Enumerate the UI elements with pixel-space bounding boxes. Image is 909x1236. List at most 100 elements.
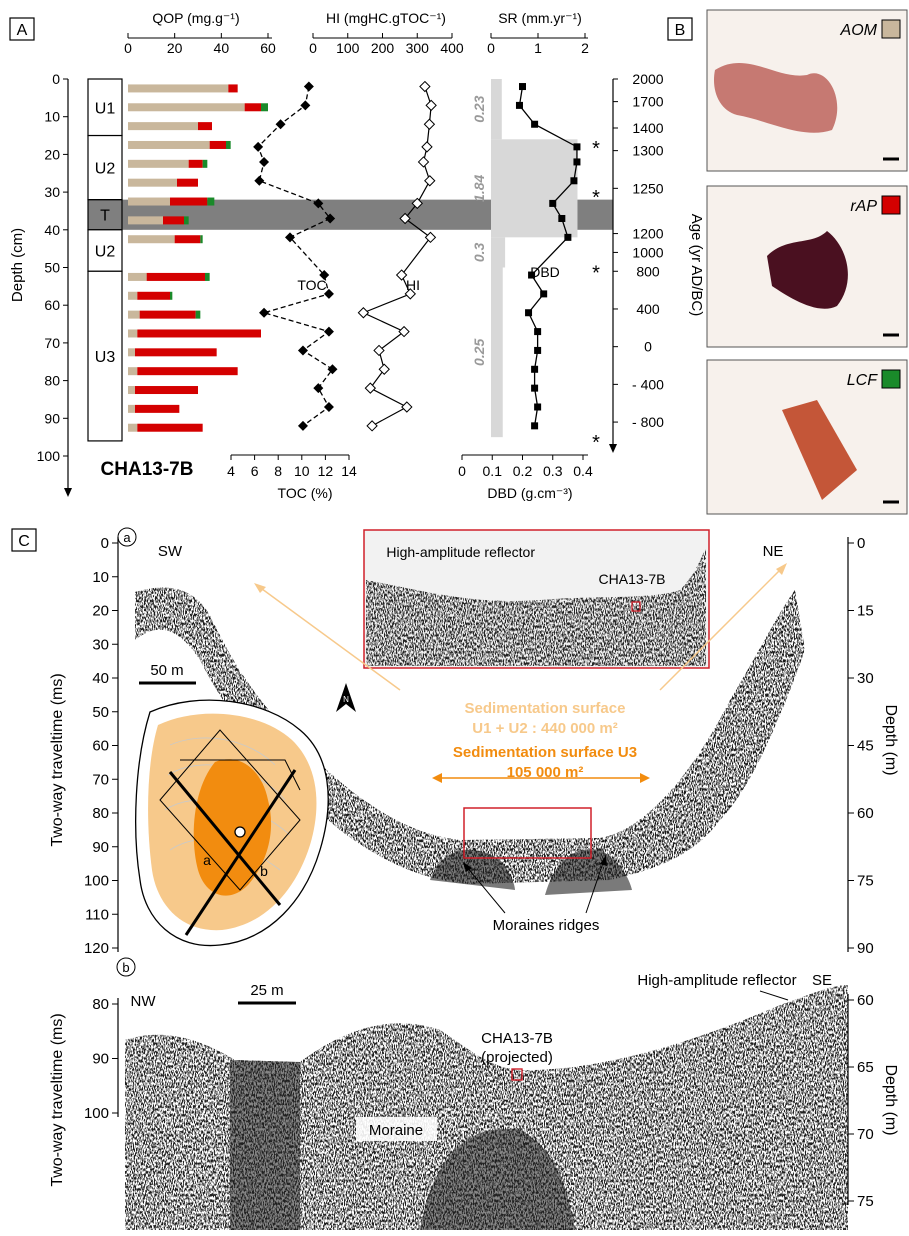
seismic-b-twt-axis: 80 90 100 [84, 996, 119, 1122]
seismic-b-twt-tick-label: 100 [84, 1105, 109, 1122]
panel-b-letter: B [675, 22, 686, 39]
dbd-tick-label: 0 [458, 463, 466, 479]
qop-axis-label: QOP (mg.g⁻¹) [152, 10, 239, 26]
dbd-point [531, 384, 539, 392]
toc-tick-label: 8 [274, 463, 282, 479]
seismic-profile-b: b 80 90 100 60 65 70 75 Two-way traveltime (m… [49, 957, 899, 1230]
qop-tick-label: 0 [124, 40, 132, 56]
hi-point [421, 141, 433, 153]
dbd-point [531, 365, 539, 373]
sr-value-label: 0.25 [471, 338, 487, 365]
seismic-b-core-marker [511, 1068, 523, 1081]
u3-surface-title: Sedimentation surface U3 [453, 744, 637, 761]
sr-value-label: 0.3 [471, 242, 487, 262]
qop-bar-rap [188, 159, 203, 168]
se-label: SE [812, 972, 832, 989]
photo-legend-swatch [881, 195, 901, 215]
age-axis: 2000 1700 1400 1300 1250 1200 1000 800 400 0 - 400… [609, 71, 664, 453]
seismic-a-twt-tick-label: 30 [92, 636, 109, 653]
north-arrow-icon [336, 683, 356, 712]
seismic-b-reflector-label: High-amplitude reflector [637, 972, 796, 989]
hi-curve-label: HI [406, 277, 420, 293]
sr-tick-label: 1 [534, 40, 542, 56]
seismic-b-reflection [125, 985, 848, 1230]
toc-point [259, 307, 270, 318]
sr-dbd-plot: 0 1 2 0.23 1.84 0.3 0.25 0 0.1 0.2 0.3 0.4 * * * * [458, 33, 600, 479]
unit-box [87, 229, 123, 272]
seismic-a-depth-tick-label: 45 [857, 738, 874, 755]
age-tick-label: 2000 [632, 71, 663, 87]
hi-point [423, 118, 436, 130]
qop-bar-aom [128, 310, 140, 319]
inset-core-label: CHA13-7B [599, 571, 666, 587]
rap-particle [767, 231, 848, 309]
qop-bar-rap [139, 310, 196, 319]
seismic-a-twt-tick-label: 100 [84, 873, 109, 890]
depth-tick-label: 100 [37, 448, 61, 464]
hi-point [398, 325, 410, 338]
survey-grid [159, 729, 301, 891]
toc-point [319, 270, 330, 281]
qop-bar-rap [137, 291, 170, 300]
dbd-axis-label: DBD (g.cm⁻³) [487, 485, 572, 501]
depth-tick-label: 20 [44, 146, 60, 162]
toc-point [313, 383, 324, 394]
qop-bar-rap [137, 367, 238, 376]
sr-block [491, 237, 506, 268]
seismic-a-twt-tick-label: 70 [92, 771, 109, 788]
depth-tick-label: 40 [44, 222, 60, 238]
dbd-tick-label: 0.4 [573, 463, 593, 479]
hi-point [419, 80, 431, 93]
depth-axis: 0 10 20 30 40 50 60 70 80 90 100 [37, 71, 72, 497]
sr-tick-label: 2 [581, 40, 589, 56]
seismic-a-depth-tick-label: 90 [857, 940, 874, 957]
depth-tick-label: 50 [44, 260, 60, 276]
toc-tick-label: 6 [251, 463, 259, 479]
seismic-a-twt-tick-label: 80 [92, 805, 109, 822]
seismic-profile-a: a 0 10 20 30 40 50 60 70 80 90 100 110 120 0 15 30 45 60… [49, 527, 899, 957]
qop-plot: 0 20 40 60 [124, 33, 276, 432]
dbd-tick-label: 0.2 [513, 463, 533, 479]
hi-point [366, 420, 378, 432]
toc-point [323, 401, 334, 412]
scale-bar-25m-label: 25 m [250, 982, 283, 999]
qop-bar-lcf [184, 216, 189, 225]
ne-label: NE [763, 543, 784, 560]
dbd-point [525, 309, 533, 317]
qop-bar-aom [128, 348, 135, 357]
sr-block [491, 267, 503, 438]
unit-label: U3 [95, 349, 116, 366]
unit-box [87, 270, 123, 442]
moraine-arrowhead-right [600, 855, 607, 866]
u3-arrowhead-left [432, 773, 442, 783]
toc-point [323, 326, 334, 337]
unit-box [87, 78, 123, 137]
seismic-a-depth-tick-label: 60 [857, 805, 874, 822]
toc-line [257, 86, 334, 427]
qop-bar-aom [128, 140, 210, 149]
age-tick-label: 800 [636, 263, 660, 279]
toc-point [254, 175, 265, 186]
depth-tick-label: 80 [44, 373, 60, 389]
nw-label: NW [131, 993, 157, 1010]
dbd-point [519, 83, 526, 91]
qop-bar-aom [128, 197, 170, 206]
hi-point [401, 401, 413, 413]
toc-point [285, 232, 295, 243]
seismic-a-twt-tick-label: 50 [92, 704, 109, 721]
qop-bar-rap [146, 272, 205, 281]
qop-bar-rap [163, 216, 184, 225]
aom-particle [713, 63, 838, 133]
dbd-point [531, 422, 539, 430]
hi-axis-label: HI (mgHC.gTOC⁻¹) [326, 10, 446, 26]
dbd-point [540, 290, 548, 298]
hi-tick-label: 400 [440, 40, 464, 56]
qop-bar-rap [177, 178, 198, 187]
qop-bar-aom [128, 159, 189, 168]
qop-bar-rap [228, 84, 238, 93]
seismic-b-depth-label: Depth (m) [882, 1064, 899, 1135]
dbd-point [531, 120, 539, 128]
dbd-point [570, 177, 578, 185]
